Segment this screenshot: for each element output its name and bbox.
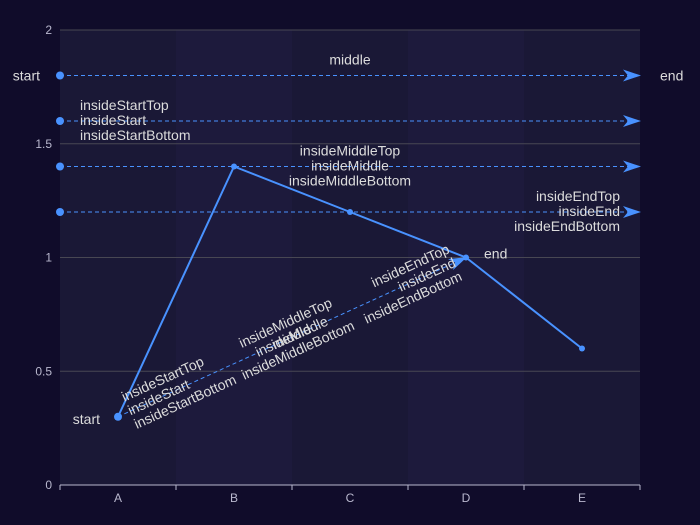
mark-line-label-insideEndTop: insideEndTop <box>536 188 620 204</box>
mark-line-label-insideMiddleBottom: insideMiddleBottom <box>289 173 411 189</box>
mark-line-label-insideStartTop: insideStartTop <box>80 97 169 113</box>
x-axis: A B C D E <box>59 484 641 505</box>
grid-lines <box>60 29 640 372</box>
diagonal-label-start: start <box>73 411 100 427</box>
data-point-E <box>579 345 585 352</box>
y-tick-label: 1 <box>45 251 52 265</box>
y-tick-label: 1.5 <box>35 137 52 151</box>
data-point-C <box>347 209 353 215</box>
mark-line-start-symbol <box>56 162 64 171</box>
y-tick-label: 0.5 <box>35 364 52 378</box>
mark-line-start-symbol <box>56 208 64 216</box>
x-tick-label: E <box>578 491 586 505</box>
mark-line-start-symbol <box>56 71 64 80</box>
x-tick-label: A <box>114 491 122 505</box>
y-axis: 0 0.5 1 1.5 2 <box>35 23 52 492</box>
diagonal-mark-line-path <box>117 257 467 418</box>
mark-line-label-insideStart: insideStart <box>80 112 146 128</box>
mark-line-1: insideStartTopinsideStartinsideStartBott… <box>56 97 641 143</box>
mark-line-2: insideMiddleTopinsideMiddleinsideMiddleB… <box>56 143 641 189</box>
mark-line-label-middle: middle <box>329 52 370 68</box>
mark-line-0: start middle end <box>13 52 684 84</box>
diagonal-label-end: end <box>484 246 507 262</box>
x-tick-label: C <box>346 491 355 505</box>
y-tick-label: 0 <box>45 478 52 492</box>
mark-line-start-symbol <box>56 117 64 125</box>
mark-line-label-insideMiddle: insideMiddle <box>311 158 389 174</box>
mark-line-label-insideStartBottom: insideStartBottom <box>80 127 191 143</box>
mark-line-label-insideEndBottom: insideEndBottom <box>514 218 620 234</box>
data-point-B <box>231 163 237 170</box>
mark-lines: startmiddleendinsideStartTopinsideStarti… <box>13 52 684 235</box>
x-tick-label: D <box>462 491 471 505</box>
x-tick-label: B <box>230 491 238 505</box>
series-line <box>115 163 585 420</box>
mark-line-label-insideEnd: insideEnd <box>559 203 621 219</box>
mark-line-label-end: end <box>660 68 683 84</box>
y-tick-label: 2 <box>45 23 52 37</box>
mark-line-label-start: start <box>13 68 40 84</box>
mark-line-label-insideMiddleTop: insideMiddleTop <box>300 143 401 159</box>
diagonal-start-symbol <box>114 412 122 421</box>
